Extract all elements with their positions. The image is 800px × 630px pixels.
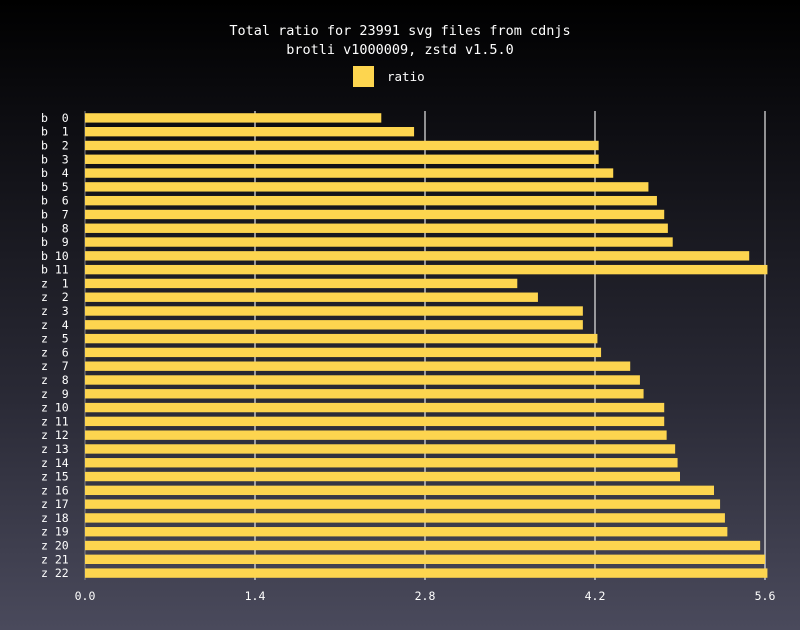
bar [85, 292, 538, 302]
y-tick-label: b 0 [41, 111, 69, 125]
y-tick-label: z 12 [41, 428, 69, 442]
y-tick-label: z 8 [41, 373, 69, 387]
y-tick-labels: b 0b 1b 2b 3b 4b 5b 6b 7b 8b 9b 10b 11z … [41, 111, 69, 580]
y-tick-label: b 6 [41, 194, 69, 208]
y-tick-label: z 4 [41, 318, 69, 332]
bar [85, 320, 583, 330]
bar [85, 347, 602, 358]
y-tick-label: z 6 [41, 345, 69, 359]
bar [85, 361, 631, 371]
bars [85, 113, 768, 578]
y-tick-label: z 15 [41, 470, 69, 484]
y-tick-label: z 17 [41, 497, 69, 511]
bar [85, 568, 768, 578]
bar [85, 182, 649, 192]
bar [85, 237, 673, 247]
bar [85, 113, 382, 123]
y-tick-label: b 1 [41, 125, 69, 139]
y-tick-label: b 2 [41, 138, 69, 152]
grid [84, 111, 766, 580]
bar [85, 154, 599, 164]
bar [85, 554, 765, 564]
y-tick-label: z 7 [41, 359, 69, 373]
y-tick-label: b 3 [41, 152, 69, 166]
bar [85, 127, 415, 137]
y-tick-label: b 8 [41, 221, 69, 235]
y-tick-label: z 10 [41, 401, 69, 415]
bar [85, 430, 667, 440]
bar [85, 140, 599, 151]
bar [85, 264, 768, 275]
bar [85, 402, 665, 413]
y-tick-label: z 5 [41, 332, 69, 346]
bar [85, 333, 598, 344]
y-tick-label: b 9 [41, 235, 69, 249]
legend-label: ratio [387, 69, 425, 84]
y-tick-label: z 3 [41, 304, 69, 318]
bar [85, 471, 680, 482]
y-tick-label: b 4 [41, 166, 69, 180]
y-tick-label: b 10 [41, 249, 69, 263]
y-tick-label: z 19 [41, 525, 69, 539]
y-tick-label: z 13 [41, 442, 69, 456]
y-tick-label: z 1 [41, 276, 69, 290]
y-tick-label: b 7 [41, 207, 69, 221]
y-tick-label: z 22 [41, 566, 69, 580]
y-tick-label: z 18 [41, 511, 69, 525]
y-tick-label: z 16 [41, 483, 69, 497]
y-tick-label: z 2 [41, 290, 69, 304]
bar [85, 513, 725, 523]
bar [85, 195, 657, 206]
x-tick-label: 5.6 [755, 589, 776, 603]
bar [85, 306, 583, 316]
bar [85, 458, 678, 468]
y-tick-label: b 5 [41, 180, 69, 194]
bar [85, 444, 676, 454]
bar [85, 527, 728, 537]
y-tick-label: z 11 [41, 414, 69, 428]
y-tick-label: z 9 [41, 387, 69, 401]
bar [85, 499, 721, 509]
bar [85, 485, 714, 496]
x-tick-label: 1.4 [245, 589, 266, 603]
chart-title: Total ratio for 23991 svg files from cdn… [229, 23, 570, 39]
bar [85, 375, 640, 385]
bar [85, 251, 750, 261]
chart-subtitle: brotli v1000009, zstd v1.5.0 [286, 42, 514, 58]
y-tick-label: z 20 [41, 539, 69, 553]
legend-swatch [353, 66, 374, 87]
legend: ratio [353, 66, 425, 87]
y-tick-label: z 14 [41, 456, 69, 470]
x-tick-label: 4.2 [585, 589, 606, 603]
bar [85, 168, 614, 178]
x-tick-label: 0.0 [75, 589, 96, 603]
bar [85, 389, 644, 399]
x-tick-label: 2.8 [415, 589, 436, 603]
bar [85, 209, 665, 220]
y-tick-label: z 21 [41, 552, 69, 566]
bar [85, 540, 761, 551]
y-tick-label: b 11 [41, 263, 69, 277]
bar [85, 278, 518, 289]
bar [85, 416, 665, 427]
x-tick-labels: 0.0 1.4 2.8 4.2 5.6 [75, 589, 776, 603]
bar [85, 223, 668, 233]
